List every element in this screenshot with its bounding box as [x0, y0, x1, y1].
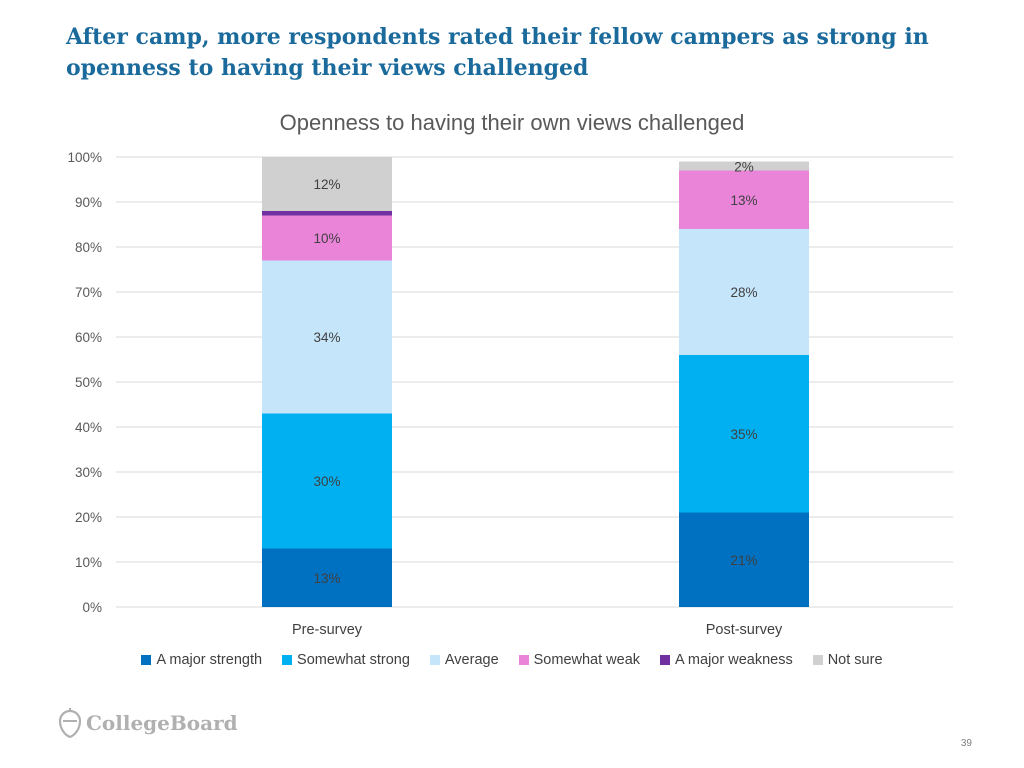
y-tick-label: 90% [75, 195, 102, 210]
legend-item: A major strength [141, 652, 262, 668]
data-label: 21% [730, 553, 757, 568]
y-tick-label: 60% [75, 330, 102, 345]
data-label: 34% [313, 330, 340, 345]
logo-text: CollegeBoard [86, 711, 238, 735]
collegeboard-logo: CollegeBoard [58, 708, 238, 738]
y-tick-label: 50% [75, 375, 102, 390]
bar-segment [679, 512, 809, 607]
x-category-label: Post-survey [706, 622, 783, 638]
legend-swatch [141, 655, 152, 665]
bar-segment [679, 161, 809, 171]
legend-swatch [812, 655, 823, 665]
legend-swatch [282, 655, 293, 665]
bar-segment [262, 260, 392, 414]
y-tick-label: 30% [75, 465, 102, 480]
y-tick-label: 0% [82, 600, 102, 615]
legend-item: Not sure [812, 652, 883, 668]
bar-segment [262, 157, 392, 211]
data-label: 35% [730, 427, 757, 442]
bar-segment [679, 355, 809, 513]
legend-swatch [660, 655, 671, 665]
bar-segment [262, 413, 392, 549]
y-tick-label: 20% [75, 510, 102, 525]
y-tick-label: 80% [75, 240, 102, 255]
slide-headline: After camp, more respondents rated their… [66, 24, 929, 81]
page-number: 39 [960, 738, 972, 749]
legend-label: Somewhat weak [533, 652, 641, 668]
bar-segment [262, 215, 392, 261]
legend-label: Somewhat strong [297, 652, 410, 668]
data-label: 12% [313, 177, 340, 192]
data-label: 28% [730, 285, 757, 300]
stacked-bar-chart: Openness to having their own views chall… [67, 110, 953, 638]
x-category-label: Pre-survey [292, 622, 363, 638]
acorn-icon [58, 708, 82, 738]
y-tick-label: 10% [75, 555, 102, 570]
data-label: 13% [730, 193, 757, 208]
data-label: 30% [313, 474, 340, 489]
legend-swatch [429, 655, 440, 665]
y-tick-label: 70% [75, 285, 102, 300]
bar-segment [262, 548, 392, 607]
legend-swatch [518, 655, 529, 665]
data-label: 13% [313, 571, 340, 586]
legend-item: Somewhat weak [518, 652, 641, 668]
y-tick-label: 100% [67, 150, 102, 165]
data-label: 10% [313, 231, 340, 246]
chart-legend: A major strength Somewhat strong Average So… [0, 652, 1024, 668]
legend-label: Average [444, 652, 499, 668]
legend-label: Not sure [827, 652, 883, 668]
bar-segment [679, 170, 809, 229]
bar-segment [262, 211, 392, 216]
chart-title: Openness to having their own views chall… [280, 110, 745, 135]
legend-item: A major weakness [660, 652, 793, 668]
legend-label: A major strength [156, 652, 263, 668]
legend-item: Average [429, 652, 499, 668]
data-label: 2% [734, 160, 754, 175]
legend-item: Somewhat strong [282, 652, 410, 668]
bar-segment [679, 229, 809, 355]
y-tick-label: 40% [75, 420, 102, 435]
legend-label: A major weakness [675, 652, 793, 668]
